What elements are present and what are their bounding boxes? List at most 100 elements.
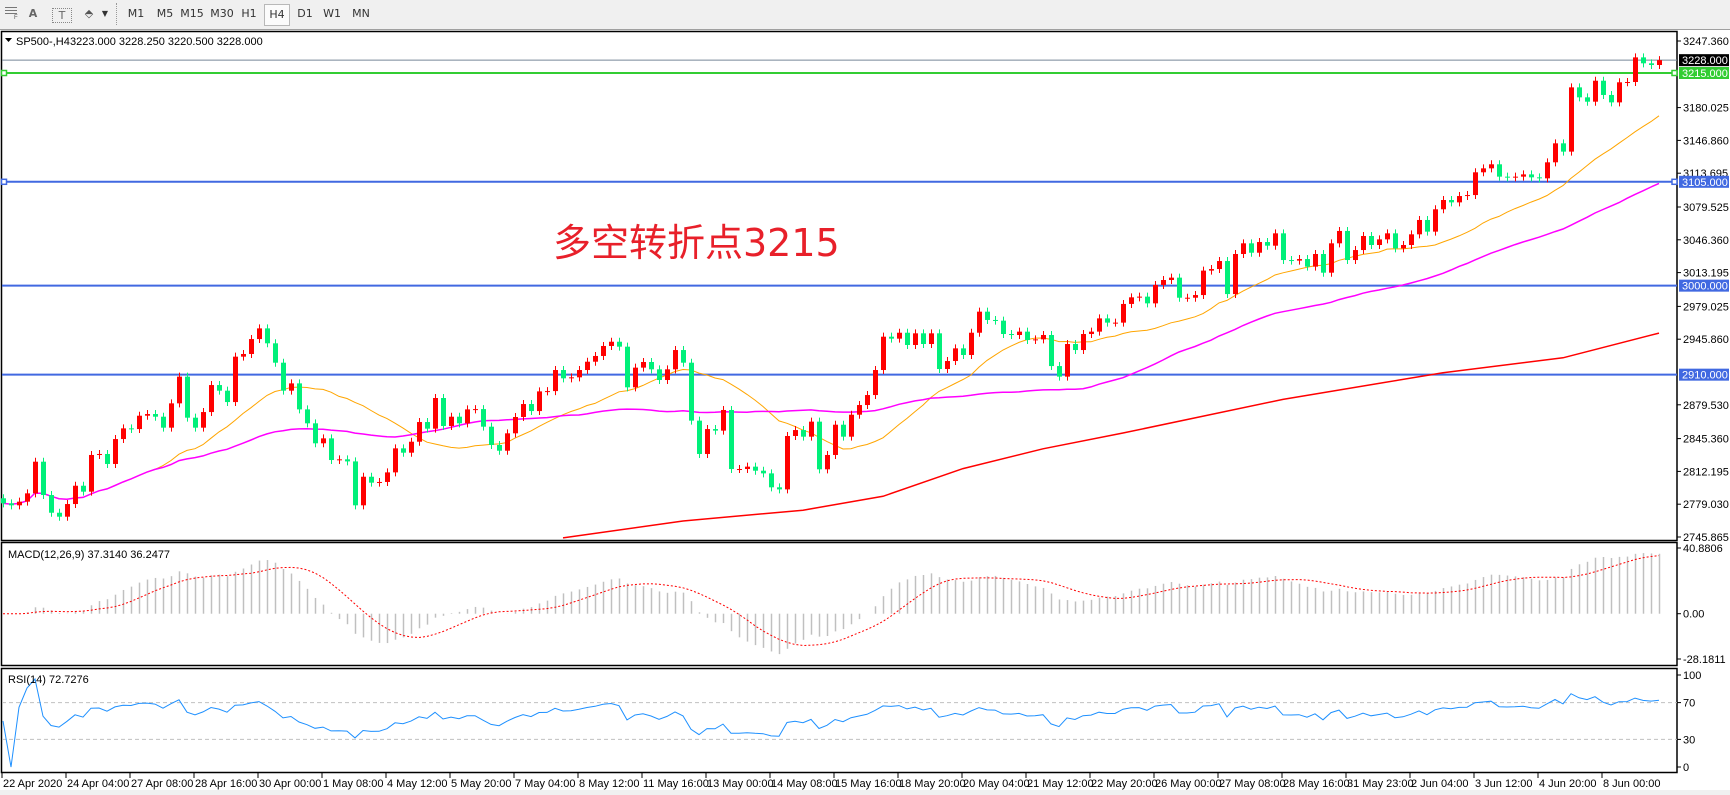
candle-body — [1401, 244, 1406, 249]
candle — [217, 381, 222, 395]
candle-body — [1225, 261, 1230, 295]
candle-body — [457, 416, 462, 424]
candle — [33, 457, 38, 498]
candle-body — [1409, 234, 1414, 245]
arrows-icon[interactable]: ⬘ — [84, 7, 94, 20]
candle — [601, 341, 606, 360]
rsi-tick-label: 0 — [1683, 762, 1689, 774]
candle-body — [985, 311, 990, 320]
candle-body — [169, 403, 174, 428]
candle — [497, 440, 502, 455]
candle — [1041, 331, 1046, 344]
candle — [377, 477, 382, 487]
candle — [1569, 83, 1574, 156]
time-tick-label: 28 Apr 16:00 — [195, 778, 257, 790]
candle — [513, 412, 518, 438]
candle — [1337, 226, 1342, 248]
level-label-box — [1679, 175, 1729, 188]
candle-body — [977, 311, 982, 333]
candle-body — [1281, 233, 1286, 261]
price-tick-label: 3079.525 — [1683, 202, 1729, 214]
timeframe-m5[interactable]: M5 — [156, 7, 174, 20]
candle-body — [193, 417, 198, 428]
ma-fast-line — [2, 115, 1660, 505]
candle — [49, 491, 54, 517]
level-handle-left[interactable] — [0, 69, 8, 77]
candle — [1225, 257, 1230, 299]
candle — [1457, 192, 1462, 207]
price-tick-label: 2879.530 — [1683, 400, 1729, 412]
candle-body — [329, 438, 334, 461]
candle — [129, 424, 134, 434]
candle — [1497, 160, 1502, 181]
time-tick-label: 21 May 12:00 — [1027, 778, 1094, 790]
timeframe-m30[interactable]: M30 — [210, 7, 234, 20]
candle-body — [1393, 233, 1398, 249]
candle-body — [545, 391, 550, 393]
candle-body — [529, 404, 534, 412]
candle — [89, 450, 94, 496]
candle-body — [513, 416, 518, 434]
text-A-icon[interactable]: A — [28, 7, 38, 20]
candle — [465, 405, 470, 428]
candle-body — [1329, 243, 1334, 273]
timeframe-d1[interactable]: D1 — [297, 7, 313, 20]
candle — [529, 400, 534, 416]
candle — [889, 332, 894, 343]
grid-icon[interactable]: F — [2, 4, 22, 24]
candle — [673, 346, 678, 374]
timeframe-h1[interactable]: H1 — [241, 7, 257, 20]
candle-body — [633, 367, 638, 388]
level-handle-right[interactable] — [1671, 178, 1678, 186]
candle-body — [1313, 254, 1318, 267]
rsi-tick-label: 70 — [1683, 698, 1695, 710]
candle — [1153, 280, 1158, 308]
candle-body — [1153, 284, 1158, 304]
candle — [1249, 239, 1254, 257]
candle — [705, 425, 710, 458]
candle — [1241, 239, 1246, 259]
candle-body — [1601, 80, 1606, 95]
candle-body — [1593, 80, 1598, 102]
candle — [1169, 273, 1174, 285]
candle — [641, 358, 646, 372]
candle-body — [905, 332, 910, 345]
time-tick-label: 22 May 20:00 — [1091, 778, 1158, 790]
candle — [1329, 239, 1334, 277]
candle-body — [937, 333, 942, 370]
candle — [825, 450, 830, 474]
candle — [1537, 173, 1542, 183]
candle — [1369, 231, 1374, 249]
candle — [1585, 93, 1590, 106]
candle — [553, 366, 558, 396]
candle — [817, 417, 822, 474]
candle — [697, 416, 702, 458]
timeframe-m1[interactable]: M1 — [127, 7, 145, 20]
candle — [169, 399, 174, 432]
timeframe-m15[interactable]: M15 — [180, 7, 204, 20]
level-handle-left[interactable] — [0, 178, 8, 186]
candle — [209, 381, 214, 417]
text-T-icon[interactable]: T — [52, 8, 72, 23]
candle — [1657, 56, 1662, 69]
candle-body — [729, 409, 734, 470]
candle — [761, 466, 766, 478]
timeframe-h4[interactable]: H4 — [264, 4, 290, 26]
chevron-down-icon[interactable]: ▼ — [101, 9, 109, 18]
candle — [273, 339, 278, 367]
candle-body — [1609, 94, 1614, 103]
level-handle-right[interactable] — [1671, 69, 1678, 77]
candle — [1345, 226, 1350, 265]
timeframe-mn[interactable]: MN — [352, 7, 370, 20]
candle — [1257, 238, 1262, 257]
timeframe-w1[interactable]: W1 — [323, 7, 341, 20]
candle — [105, 449, 110, 468]
candle-body — [1169, 277, 1174, 281]
candle — [1193, 291, 1198, 302]
candle-body — [1633, 57, 1638, 83]
candle-body — [665, 369, 670, 381]
candle-body — [969, 332, 974, 355]
collapse-triangle-icon[interactable] — [5, 38, 12, 42]
candle-body — [833, 424, 838, 455]
